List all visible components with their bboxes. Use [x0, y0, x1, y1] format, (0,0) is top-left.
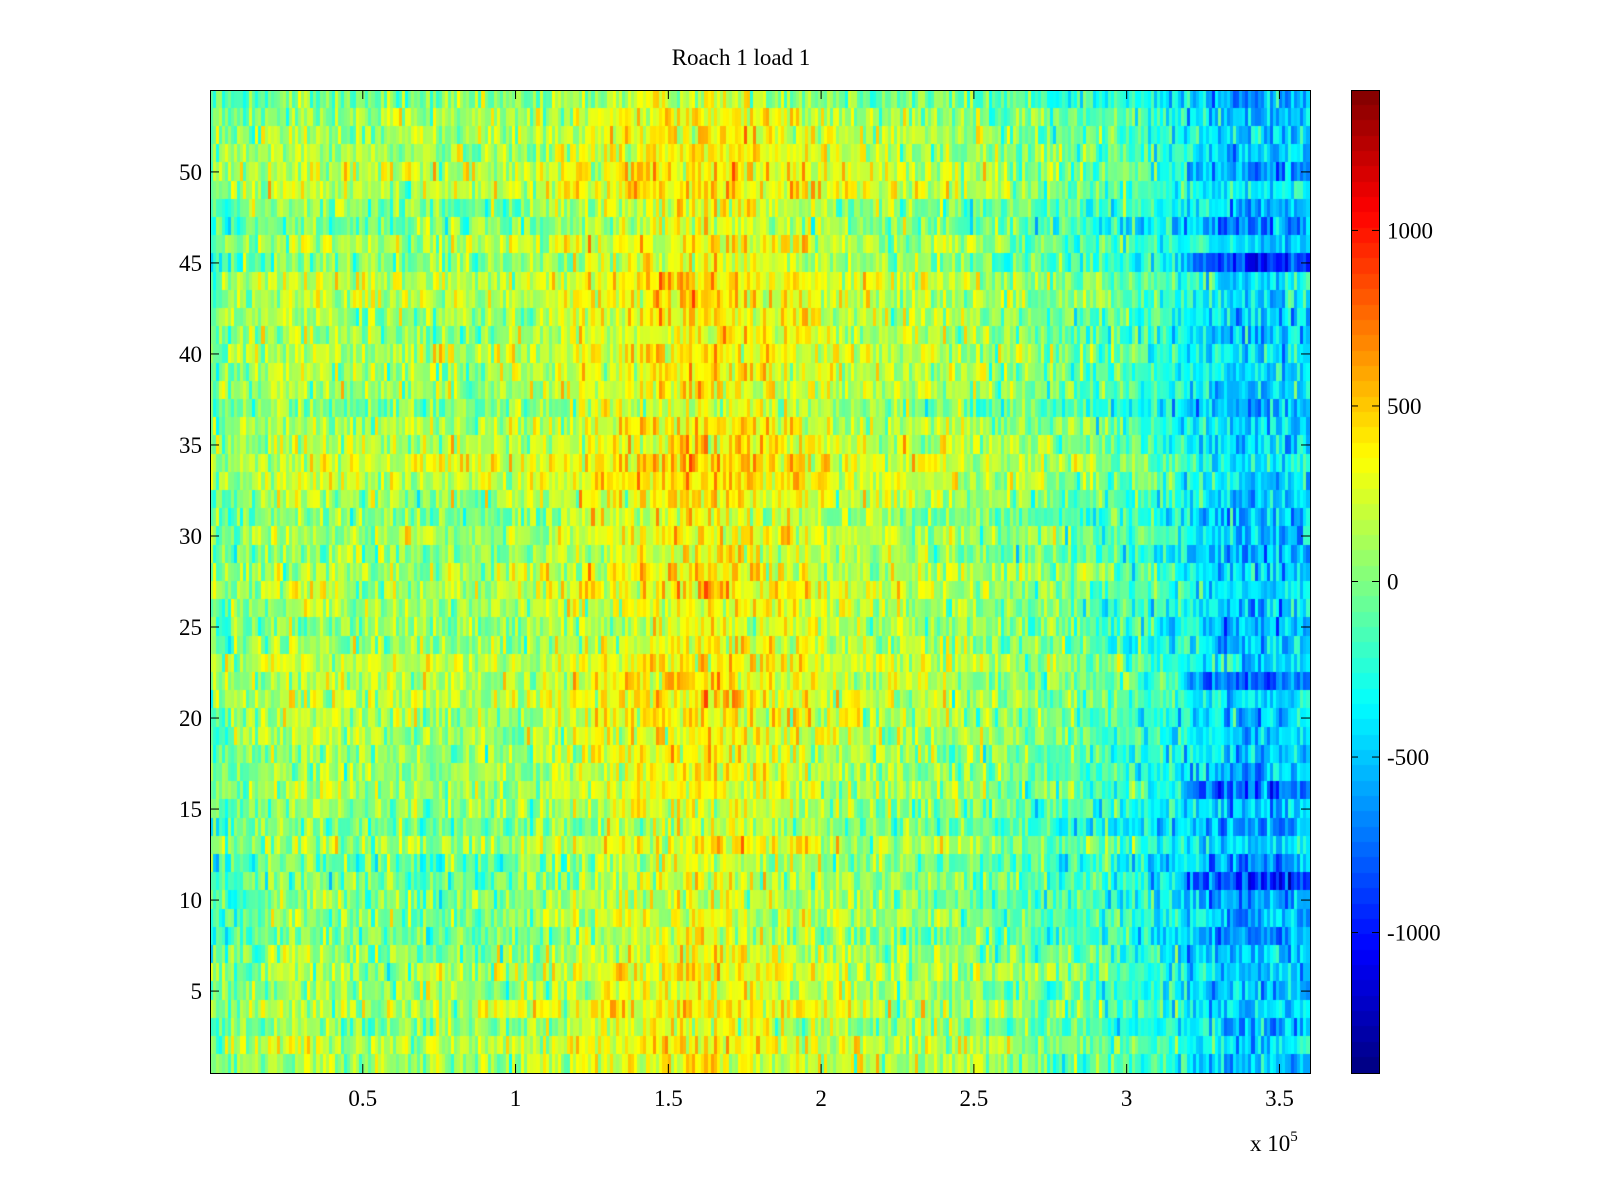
- y-tick-label: 50: [179, 160, 202, 185]
- x-tick-label: 2.5: [960, 1086, 989, 1111]
- x-tick-label: 2: [815, 1086, 827, 1111]
- y-tick-label: 25: [179, 615, 202, 640]
- x-tick-label: 3.5: [1265, 1086, 1294, 1111]
- colorbar-tick-label: -500: [1387, 745, 1429, 770]
- colorbar-axis: -1000 -500 0 500 1000: [1351, 218, 1441, 946]
- colorbar-tick-label: -1000: [1387, 921, 1441, 946]
- x-axis: 0.5 1 1.5 2 2.5 3 3.5: [348, 90, 1294, 1111]
- y-axis: 5 10 15 20 25 30 35 40 45 50: [179, 160, 1310, 1004]
- y-tick-label: 15: [179, 797, 202, 822]
- x-multiplier: x 105: [1250, 1129, 1298, 1156]
- y-tick-label: 40: [179, 342, 202, 367]
- heatmap-cells: [210, 90, 1310, 1073]
- y-tick-label: 35: [179, 433, 202, 458]
- plot-border: [210, 90, 1311, 1074]
- x-tick-label: 1.5: [654, 1086, 683, 1111]
- x-tick-label: 3: [1121, 1086, 1133, 1111]
- heatmap-image-wrapper: [210, 90, 1310, 1073]
- y-tick-label: 45: [179, 251, 202, 276]
- y-tick-label: 10: [179, 888, 202, 913]
- y-tick-label: 30: [179, 524, 202, 549]
- colorbar-tick-label: 0: [1387, 570, 1399, 595]
- chart-title: Roach 1 load 1: [672, 45, 811, 70]
- colorbar-tick-label: 500: [1387, 394, 1422, 419]
- y-tick-label: 20: [179, 706, 202, 731]
- y-tick-label: 5: [191, 979, 203, 1004]
- x-tick-label: 1: [510, 1086, 522, 1111]
- colorbar-tick-label: 1000: [1387, 218, 1433, 243]
- x-tick-label: 0.5: [348, 1086, 377, 1111]
- plot-frame: [210, 90, 1311, 1074]
